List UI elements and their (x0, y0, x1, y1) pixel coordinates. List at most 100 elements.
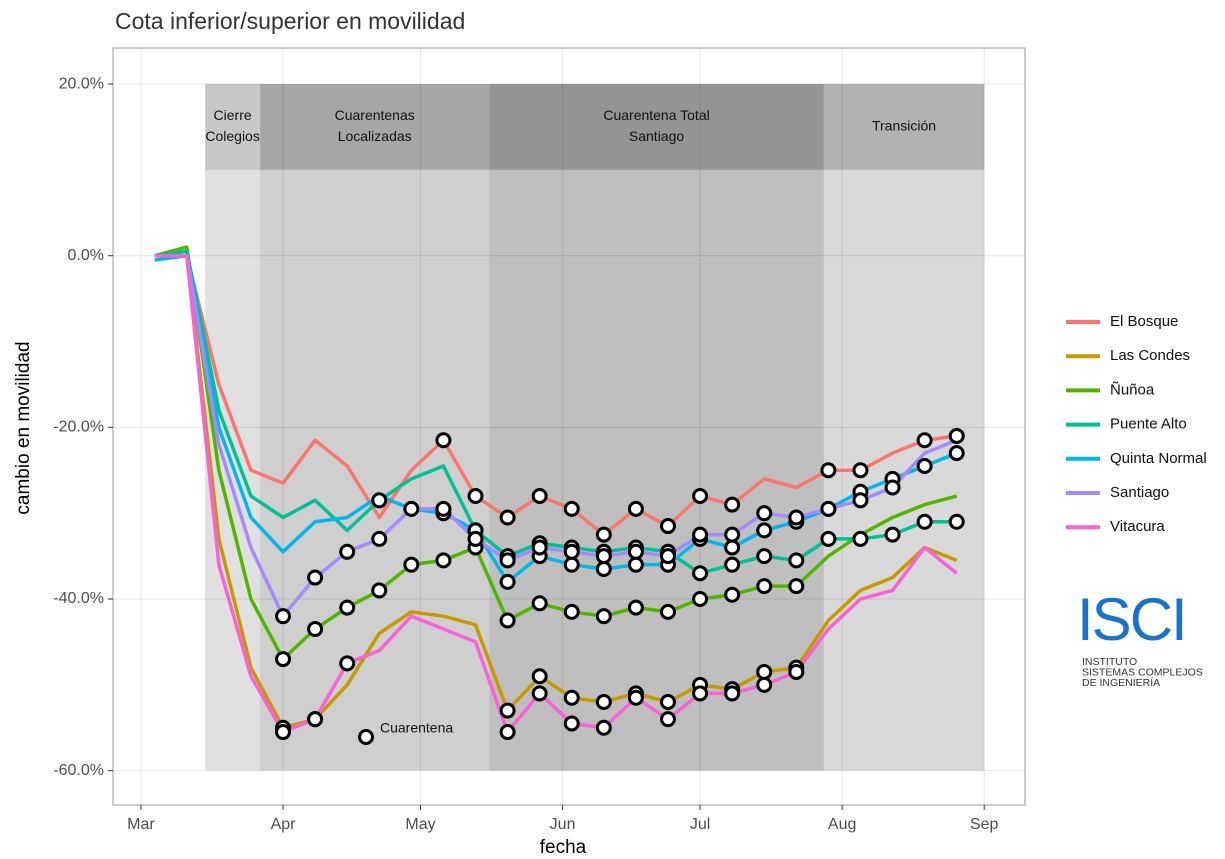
quarantine-marker (756, 522, 773, 539)
quarantine-marker (659, 694, 676, 711)
x-tick-label: Aug (828, 816, 856, 833)
quarantine-marker (563, 603, 580, 620)
quarantine-marker (756, 676, 773, 693)
plot-border (112, 47, 1026, 806)
x-axis-label: fecha (540, 837, 587, 858)
quarantine-marker (467, 530, 484, 547)
quarantine-marker (884, 479, 901, 496)
quarantine-marker (820, 462, 837, 479)
phase-label: Localizadas (338, 128, 412, 144)
logo-line: DE INGENIERÍA (1082, 676, 1160, 689)
logo-line: SISTEMAS COMPLEJOS (1082, 666, 1203, 678)
quarantine-marker (756, 548, 773, 565)
quarantine-marker (595, 719, 612, 736)
y-axis-label: cambio en movilidad (13, 341, 34, 514)
quarantine-marker (531, 668, 548, 685)
quarantine-marker (435, 500, 452, 517)
quarantine-marker (307, 711, 324, 728)
quarantine-marker (403, 556, 420, 573)
quarantine-marker (595, 608, 612, 625)
quarantine-marker (499, 612, 516, 629)
quarantine-marker (852, 492, 869, 509)
quarantine-marker (724, 556, 741, 573)
legend-label: Vitacura (1110, 518, 1165, 535)
x-tick-label: Sep (970, 816, 999, 833)
quarantine-marker (820, 530, 837, 547)
quarantine-marker (499, 573, 516, 590)
quarantine-marker (595, 526, 612, 543)
quarantine-marker (435, 552, 452, 569)
phase-header (823, 84, 985, 170)
quarantine-marker (916, 457, 933, 474)
quarantine-marker (563, 689, 580, 706)
quarantine-marker (659, 518, 676, 535)
quarantine-marker (531, 488, 548, 505)
phase-label: Transición (872, 118, 936, 134)
quarantine-marker (371, 530, 388, 547)
x-tick-label: Apr (271, 816, 297, 833)
quarantine-marker (531, 539, 548, 556)
quarantine-marker (692, 591, 709, 608)
x-tick-label: May (405, 816, 435, 833)
quarantine-marker (627, 543, 644, 560)
quarantine-marker (499, 509, 516, 526)
quarantine-marker (852, 462, 869, 479)
quarantine-marker (627, 689, 644, 706)
phase-label: Cierre (214, 107, 252, 123)
plot-panel (113, 48, 1025, 805)
quarantine-marker (692, 488, 709, 505)
phase-header (260, 84, 490, 170)
quarantine-marker (435, 432, 452, 449)
x-tick-label: Jun (550, 816, 576, 833)
quarantine-marker (467, 488, 484, 505)
annotation: Cuarentena (380, 720, 453, 736)
quarantine-marker (563, 543, 580, 560)
quarantine-marker (307, 621, 324, 638)
quarantine-marker (403, 500, 420, 517)
quarantine-marker (339, 599, 356, 616)
phase-header (489, 84, 824, 170)
quarantine-marker (531, 685, 548, 702)
quarantine-marker (659, 711, 676, 728)
phase-header (205, 84, 261, 170)
x-tick-label: Jul (690, 816, 710, 833)
quarantine-marker (627, 556, 644, 573)
quarantine-marker (659, 548, 676, 565)
legend-label: El Bosque (1110, 313, 1178, 330)
quarantine-marker (371, 492, 388, 509)
quarantine-marker (884, 526, 901, 543)
quarantine-marker (499, 702, 516, 719)
quarantine-marker (339, 543, 356, 560)
quarantine-marker (788, 578, 805, 595)
y-tick-label: 0.0% (68, 247, 104, 264)
y-tick-label: -40.0% (53, 590, 104, 607)
quarantine-marker (852, 530, 869, 547)
quarantine-marker (756, 505, 773, 522)
quarantine-marker (724, 539, 741, 556)
legend-label: Santiago (1110, 484, 1169, 501)
quarantine-marker (788, 509, 805, 526)
quarantine-marker (788, 663, 805, 680)
legend-label: Quinta Normal (1110, 450, 1207, 467)
logo-name: ISCI (1077, 586, 1186, 653)
quarantine-marker (724, 685, 741, 702)
legend-label: Ñuñoa (1110, 381, 1155, 398)
quarantine-marker (595, 560, 612, 577)
quarantine-marker (499, 724, 516, 741)
quarantine-marker (724, 586, 741, 603)
quarantine-marker (595, 548, 612, 565)
quarantine-marker (916, 513, 933, 530)
chart-title: Cota inferior/superior en movilidad (115, 8, 465, 34)
quarantine-marker (627, 500, 644, 517)
phase-label: Cuarentena Total (603, 107, 709, 123)
quarantine-marker (756, 578, 773, 595)
quarantine-marker (371, 582, 388, 599)
quarantine-marker (692, 565, 709, 582)
quarantine-marker (692, 526, 709, 543)
quarantine-marker (563, 715, 580, 732)
quarantine-marker (275, 724, 292, 741)
y-tick-label: 20.0% (59, 75, 104, 92)
y-tick-label: -60.0% (53, 762, 104, 779)
